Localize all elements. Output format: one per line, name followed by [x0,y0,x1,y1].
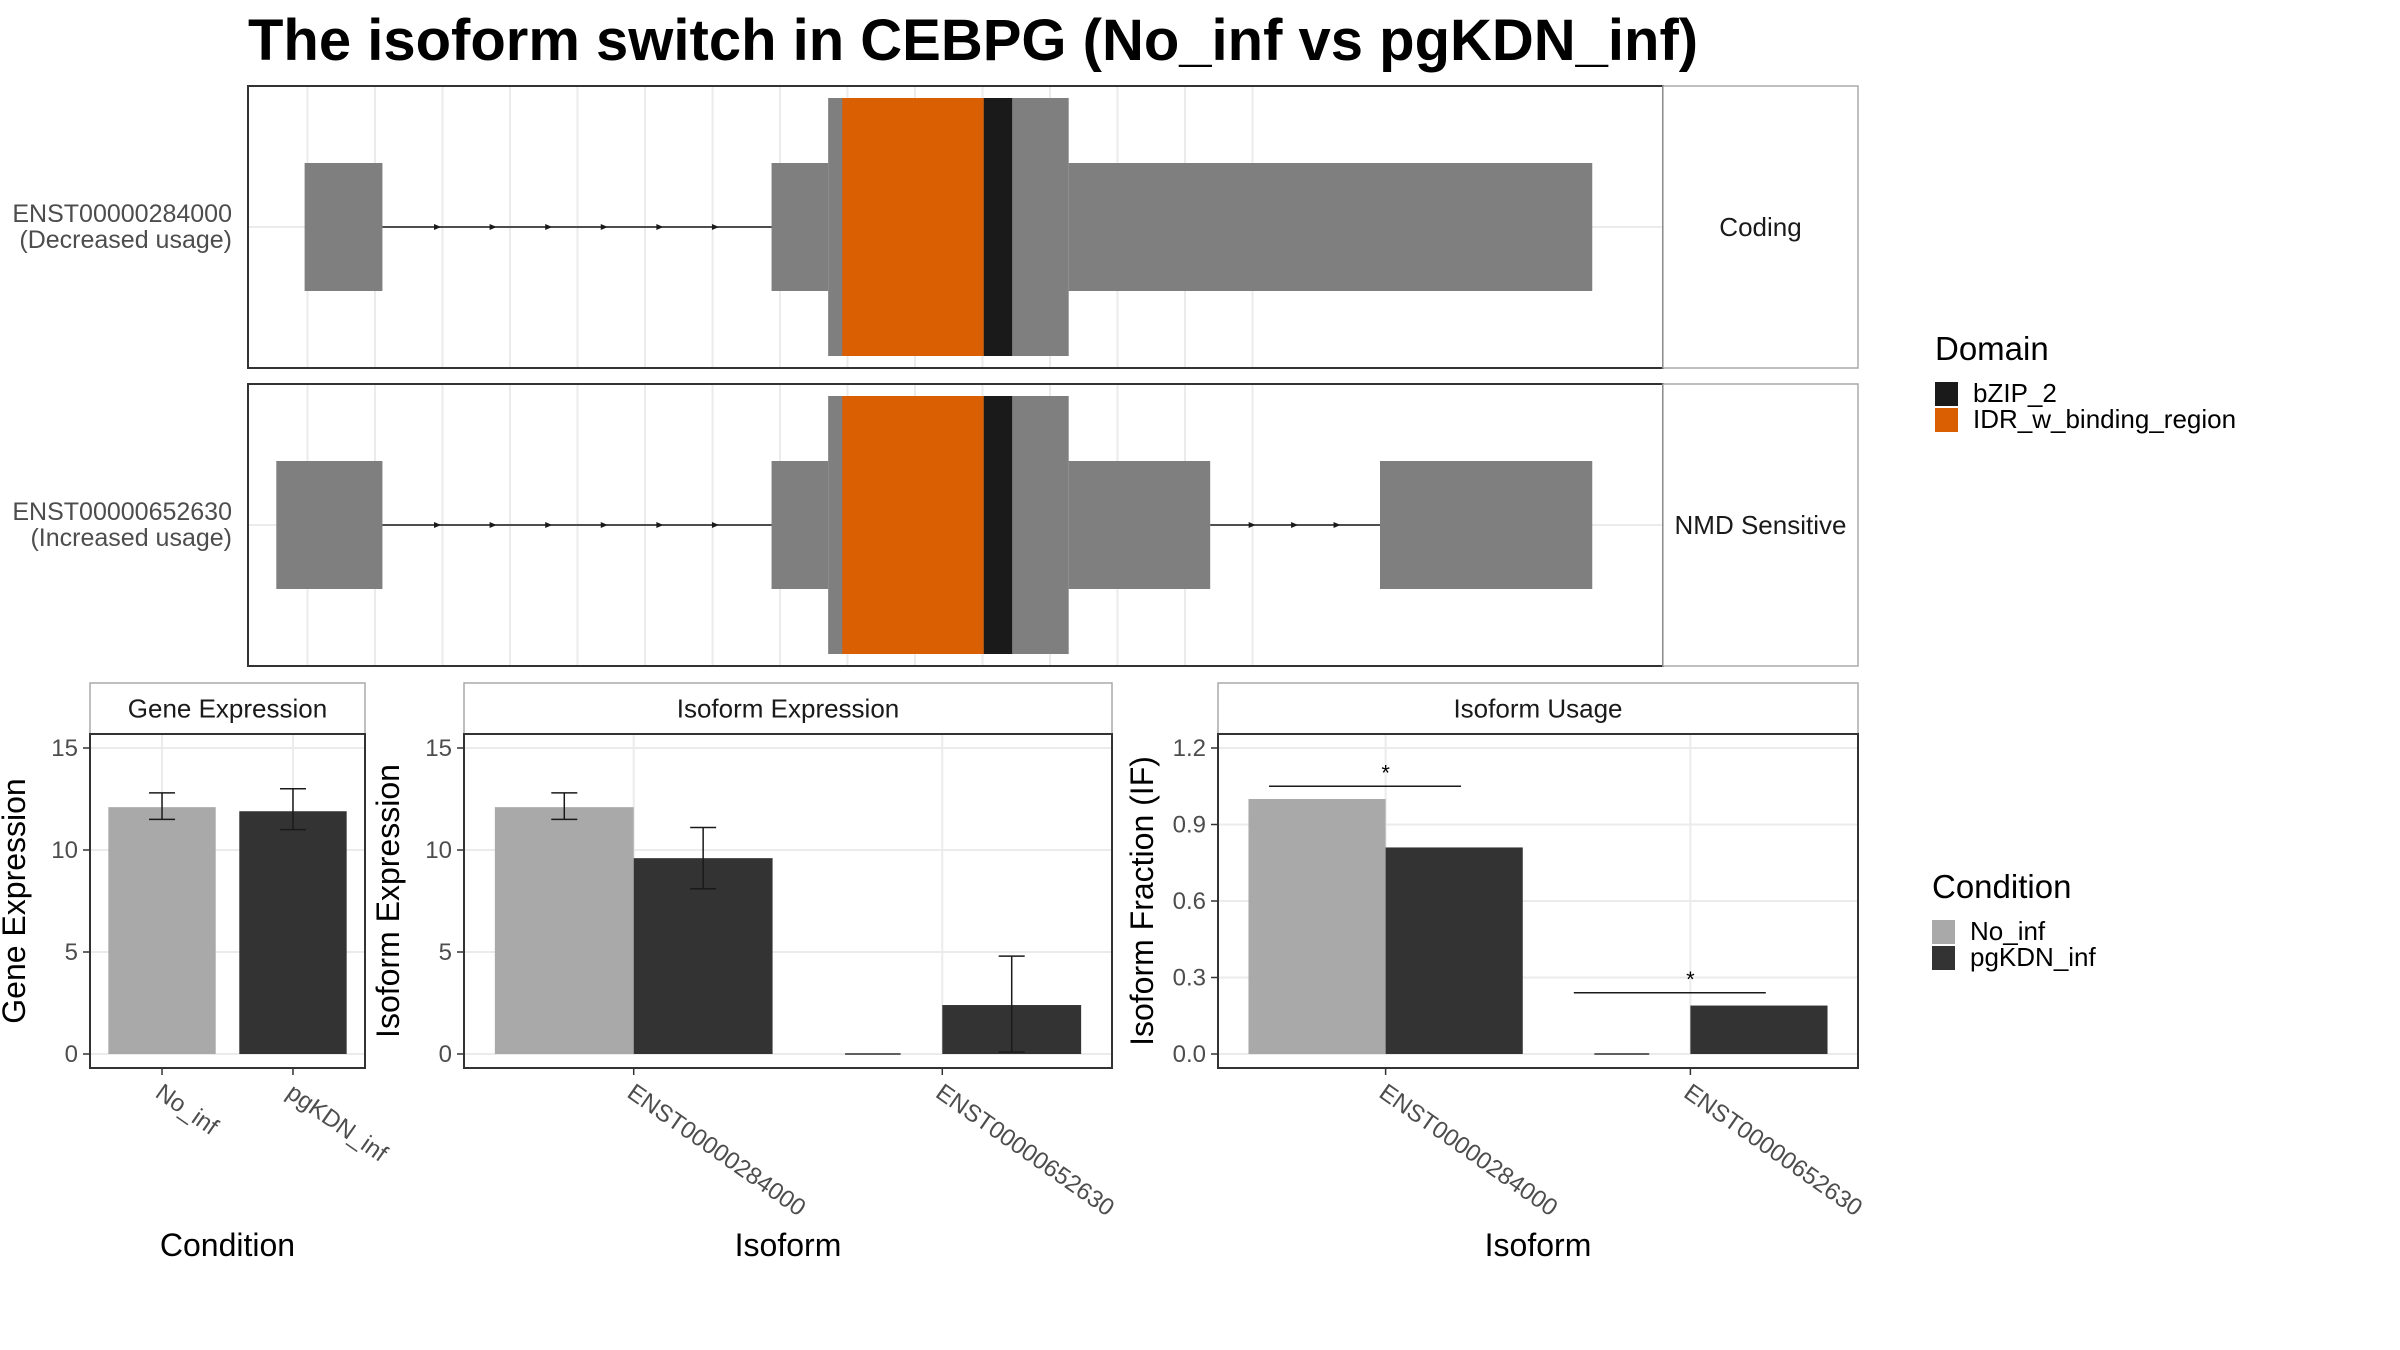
bar-pgKDN_inf-ENST00000652630 [1690,1005,1828,1054]
strip-background [1662,383,1859,667]
figure-title: The isoform switch in CEBPG (No_inf vs p… [248,8,1698,73]
x-tick-label: ENST00000284000 [1374,1079,1562,1222]
y-tick-label: 0.9 [1173,812,1206,839]
domain-bZIP_2 [983,396,1013,654]
utr-exon [1380,461,1593,589]
intron-arrow [656,224,664,230]
utr-exon [1068,163,1593,291]
bar-pgKDN_inf-ENST00000284000 [1385,847,1523,1054]
y-tick-label: 0 [65,1041,78,1068]
domain-bZIP_2 [983,98,1013,356]
legend-swatch [1932,920,1955,944]
y-axis-title: Gene Expression [0,778,32,1023]
bar-panel-gene-expression: Gene Expression 0 5 10 15 No_inf pgKDN_inf Cond… [0,682,393,1263]
panel-border [1217,733,1859,1069]
transcript-usage-label: (Increased usage) [30,524,232,552]
y-tick-label: 0.6 [1173,888,1206,915]
strip-label: Isoform Expression [677,694,900,724]
y-tick-label: 0.0 [1173,1041,1206,1068]
bar-No_inf-ENST00000284000 [1248,799,1386,1054]
transcript-usage-label: (Decreased usage) [19,226,232,254]
domain-IDR_w_binding_region [842,98,984,356]
domain-IDR_w_binding_region [842,396,984,654]
x-axis-title: Isoform [1485,1227,1592,1263]
x-tick-label: No_inf [151,1079,224,1141]
utr-exon [1068,461,1211,589]
legend-swatch [1935,408,1958,432]
utr-exon [304,163,383,291]
intron-arrow [489,224,497,230]
x-tick-label: ENST00000652630 [931,1079,1119,1222]
y-tick-label: 5 [439,939,452,966]
x-axis-title: Isoform [735,1227,842,1263]
intron-arrow [434,522,442,528]
transcript-id-label: ENST00000284000 [12,200,232,228]
strip-label: NMD Sensitive [1675,510,1847,540]
y-tick-label: 0 [439,1041,452,1068]
transcript-panel-ENST00000284000: Coding ENST00000284000(Decreased usage) [12,85,1859,369]
x-tick-label: ENST00000284000 [622,1079,810,1222]
significance-mark: * [1381,760,1390,785]
legend-label: pgKDN_inf [1970,942,2097,972]
y-tick-label: 10 [425,837,452,864]
strip-background [89,682,366,735]
significance-mark: * [1686,967,1695,992]
intron-arrow [600,224,608,230]
y-tick-label: 15 [425,735,452,762]
legend-swatch [1935,382,1958,406]
strip-background [1662,85,1859,369]
y-tick-label: 10 [51,837,78,864]
intron-arrow [1248,522,1256,528]
utr-exon [771,163,829,291]
legend-title: Domain [1935,330,2049,367]
x-axis-title: Condition [160,1227,295,1263]
intron-arrow [1291,522,1299,528]
legend-swatch [1932,946,1955,970]
x-tick-label: pgKDN_inf [282,1079,393,1168]
utr-exon [276,461,383,589]
intron-arrow [434,224,442,230]
legend-label: bZIP_2 [1973,378,2057,408]
y-tick-label: 5 [65,939,78,966]
intron-arrow [545,224,553,230]
utr-exon [771,461,829,589]
y-axis-title: Isoform Fraction (IF) [1124,756,1160,1046]
strip-label: Coding [1719,212,1801,242]
strip-label: Gene Expression [128,694,327,724]
bar-panel-isoform-usage: Isoform Usage 0.0 0.3 0.6 0.9 1.2 ENST00000284… [1124,682,1867,1263]
legend-label: IDR_w_binding_region [1973,404,2236,434]
bar-single-pgKDN_inf [239,811,347,1054]
x-tick-label: ENST00000652630 [1679,1079,1867,1222]
intron-arrow [600,522,608,528]
intron-arrow [489,522,497,528]
y-tick-label: 1.2 [1173,735,1206,762]
panel-border [463,733,1113,1069]
y-tick-label: 15 [51,735,78,762]
bar-single-No_inf [108,807,216,1054]
bar-pgKDN_inf-ENST00000284000 [633,858,773,1054]
bar-No_inf-ENST00000284000 [494,807,634,1054]
intron-arrow [656,522,664,528]
y-axis-title: Isoform Expression [370,764,406,1038]
intron-arrow [545,522,553,528]
transcript-panel-ENST00000652630: NMD Sensitive ENST00000652630(Increased u… [12,383,1859,667]
y-tick-label: 0.3 [1173,965,1206,992]
transcript-id-label: ENST00000652630 [12,498,232,526]
panel-border [89,733,366,1069]
bar-panel-isoform-expression: Isoform Expression 0 5 10 15 ENST00000284000 E… [370,682,1119,1263]
intron-arrow [1333,522,1341,528]
strip-label: Isoform Usage [1453,694,1622,724]
strip-background [463,682,1113,735]
intron-arrow [711,224,719,230]
legend-label: No_inf [1970,916,2046,946]
intron-arrow [711,522,719,528]
legend-title: Condition [1932,868,2071,905]
